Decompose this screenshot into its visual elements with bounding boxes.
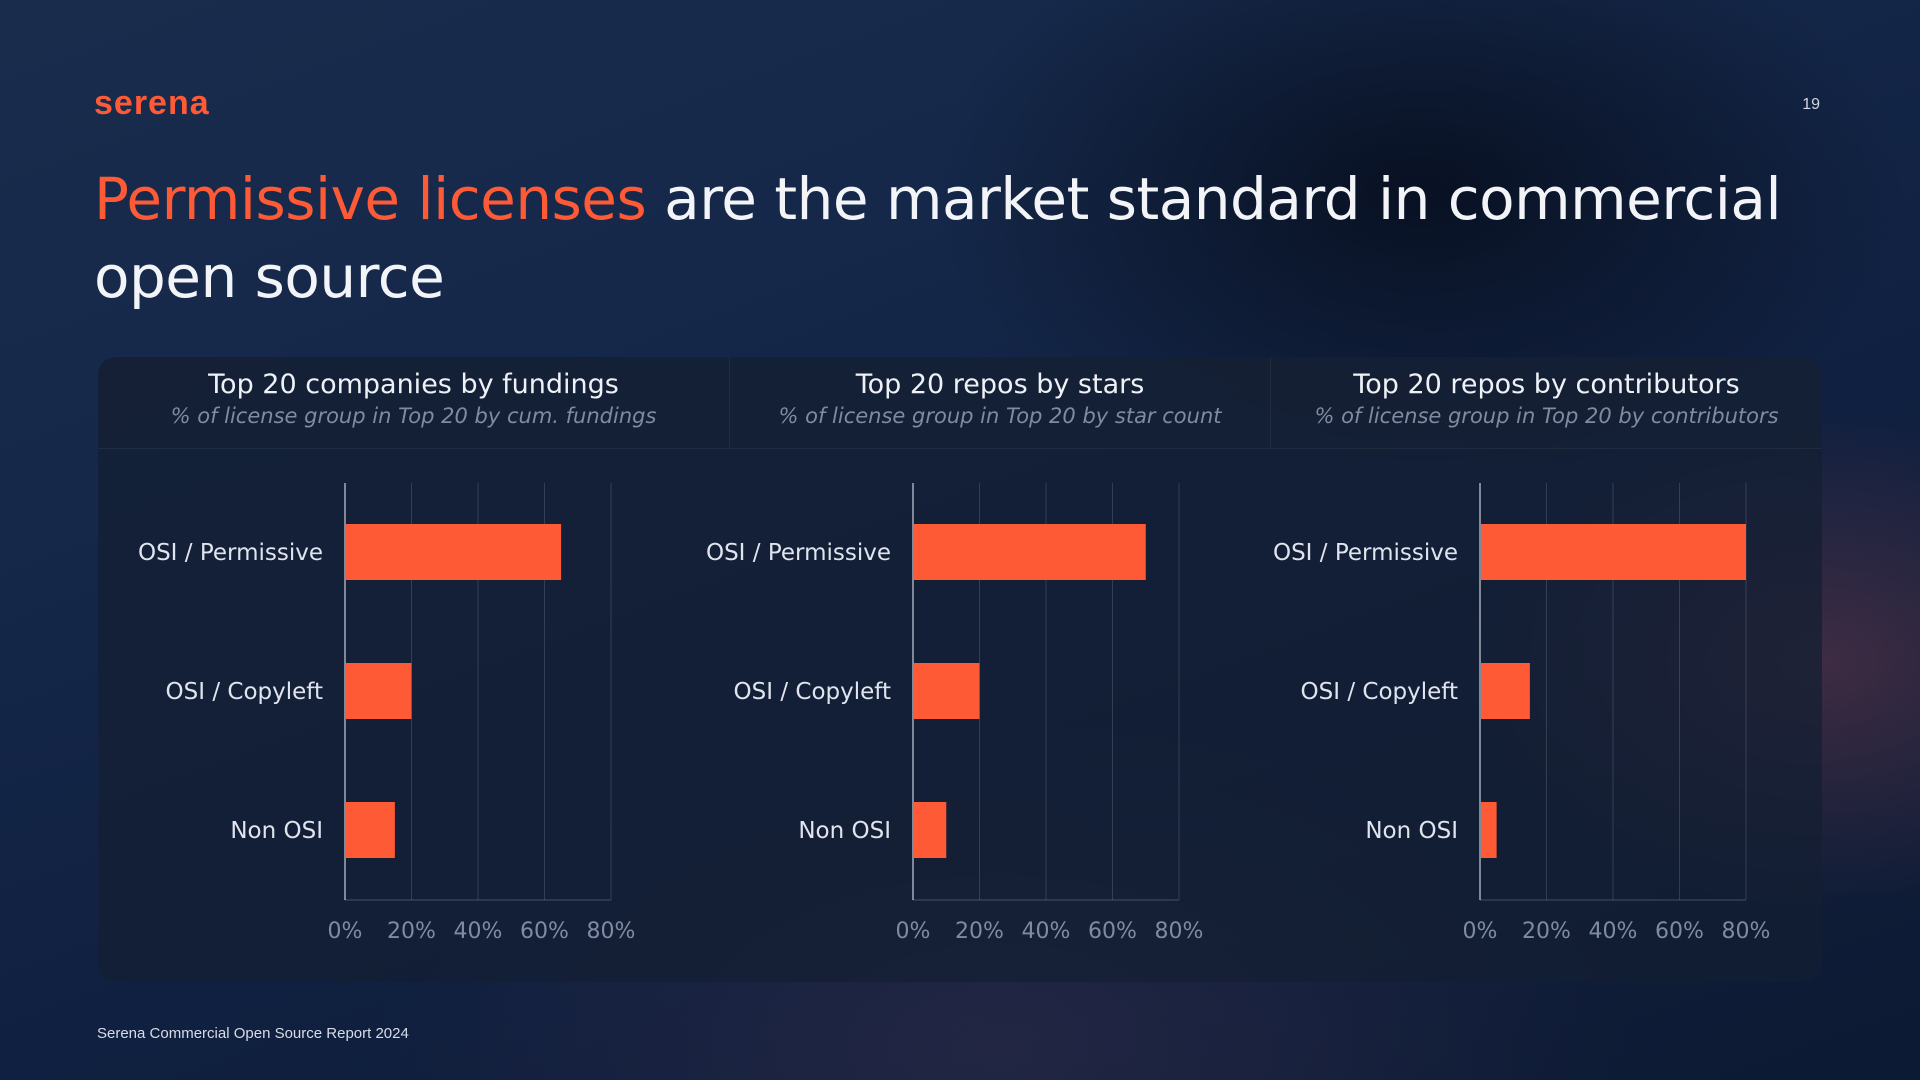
x-tick-label: 40% (1022, 919, 1071, 944)
x-tick-label: 60% (1088, 919, 1137, 944)
bar (914, 524, 1146, 580)
chart-3-title: Top 20 repos by contributors (1353, 369, 1740, 400)
x-tick-label: 60% (1655, 919, 1704, 944)
charts-panel: Top 20 companies by fundings % of licens… (98, 357, 1822, 982)
category-label: OSI / Copyleft (1301, 679, 1458, 705)
x-tick-label: 80% (1155, 919, 1204, 944)
category-label: Non OSI (798, 818, 891, 844)
category-label: Non OSI (230, 818, 323, 844)
page-number: 19 (1802, 96, 1820, 113)
chart-3-subtitle: % of license group in Top 20 by contribu… (1314, 404, 1779, 428)
chart-3-header: Top 20 repos by contributors % of licens… (1271, 357, 1822, 448)
x-tick-label: 60% (520, 919, 569, 944)
chart-2-subtitle: % of license group in Top 20 by star cou… (778, 404, 1222, 428)
chart-1-header: Top 20 companies by fundings % of licens… (98, 357, 729, 448)
x-tick-label: 20% (1522, 919, 1571, 944)
chart-2-header: Top 20 repos by stars % of license group… (730, 357, 1270, 448)
bar (346, 802, 395, 858)
category-label: OSI / Copyleft (734, 679, 891, 705)
header-divider (729, 357, 730, 448)
chart-1-title: Top 20 companies by fundings (208, 369, 619, 400)
category-label: OSI / Copyleft (166, 679, 323, 705)
charts-header: Top 20 companies by fundings % of licens… (98, 357, 1822, 449)
bar (1481, 663, 1530, 719)
x-tick-label: 0% (896, 919, 931, 944)
x-tick-label: 40% (1589, 919, 1638, 944)
x-tick-label: 40% (454, 919, 503, 944)
title-rest: are the market standard in commercial op… (94, 165, 1782, 311)
serena-logo: serena (94, 84, 210, 122)
bar (346, 663, 412, 719)
x-tick-label: 0% (1463, 919, 1498, 944)
header-divider (1270, 357, 1271, 448)
bar (914, 802, 947, 858)
x-tick-label: 80% (1722, 919, 1771, 944)
x-tick-label: 0% (328, 919, 363, 944)
bar (1481, 524, 1746, 580)
category-label: Non OSI (1365, 818, 1458, 844)
page-title: Permissive licenses are the market stand… (94, 160, 1854, 316)
bar (914, 663, 980, 719)
bar (346, 524, 562, 580)
x-tick-label: 80% (587, 919, 636, 944)
category-label: OSI / Permissive (1273, 540, 1458, 566)
bar (1481, 802, 1497, 858)
category-label: OSI / Permissive (138, 540, 323, 566)
footer-source: Serena Commercial Open Source Report 202… (97, 1025, 409, 1042)
x-tick-label: 20% (387, 919, 436, 944)
chart-1-subtitle: % of license group in Top 20 by cum. fun… (170, 404, 657, 428)
title-highlight: Permissive licenses (94, 165, 647, 233)
chart-2-title: Top 20 repos by stars (855, 369, 1145, 400)
category-label: OSI / Permissive (706, 540, 891, 566)
x-tick-label: 20% (955, 919, 1004, 944)
